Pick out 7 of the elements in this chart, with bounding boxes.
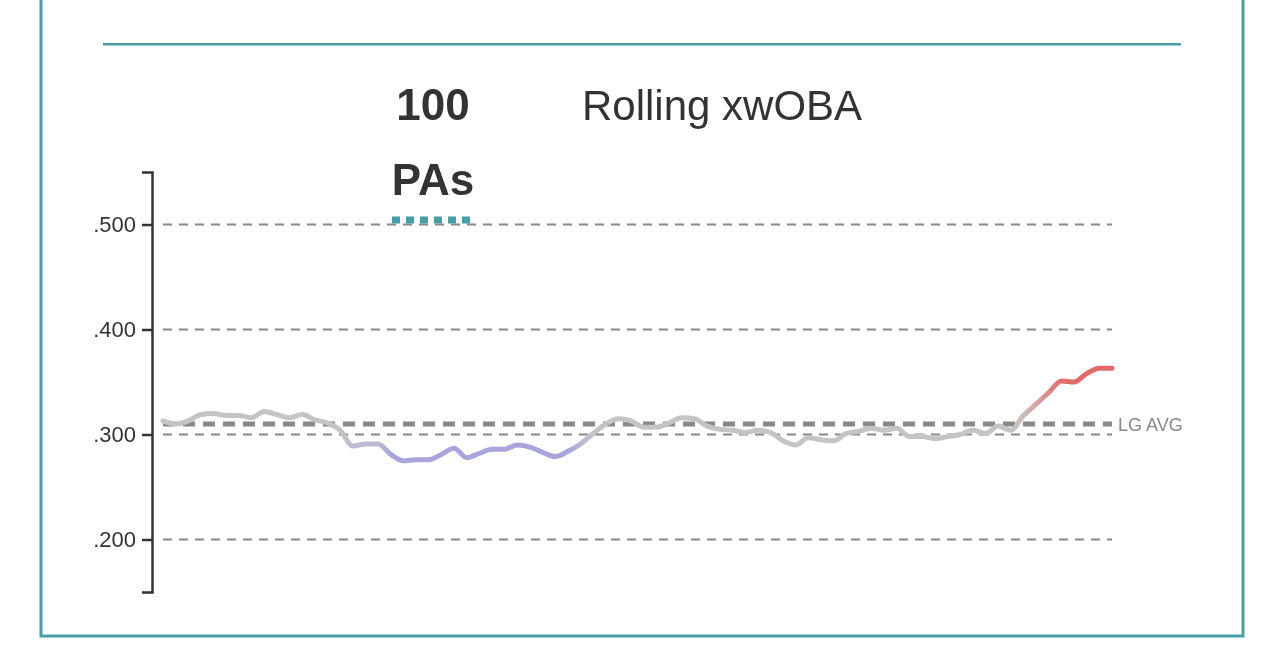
ref-line-label: LG AVG <box>1118 415 1183 435</box>
y-tick-label: .500 <box>93 212 136 238</box>
chart-subtitle: 100 PAs <box>391 80 475 204</box>
y-tick-label: .400 <box>93 317 136 343</box>
y-tick-label: .300 <box>93 422 136 448</box>
y-tick-label: .200 <box>93 527 136 553</box>
chart-title: Rolling xwOBA <box>582 82 863 129</box>
